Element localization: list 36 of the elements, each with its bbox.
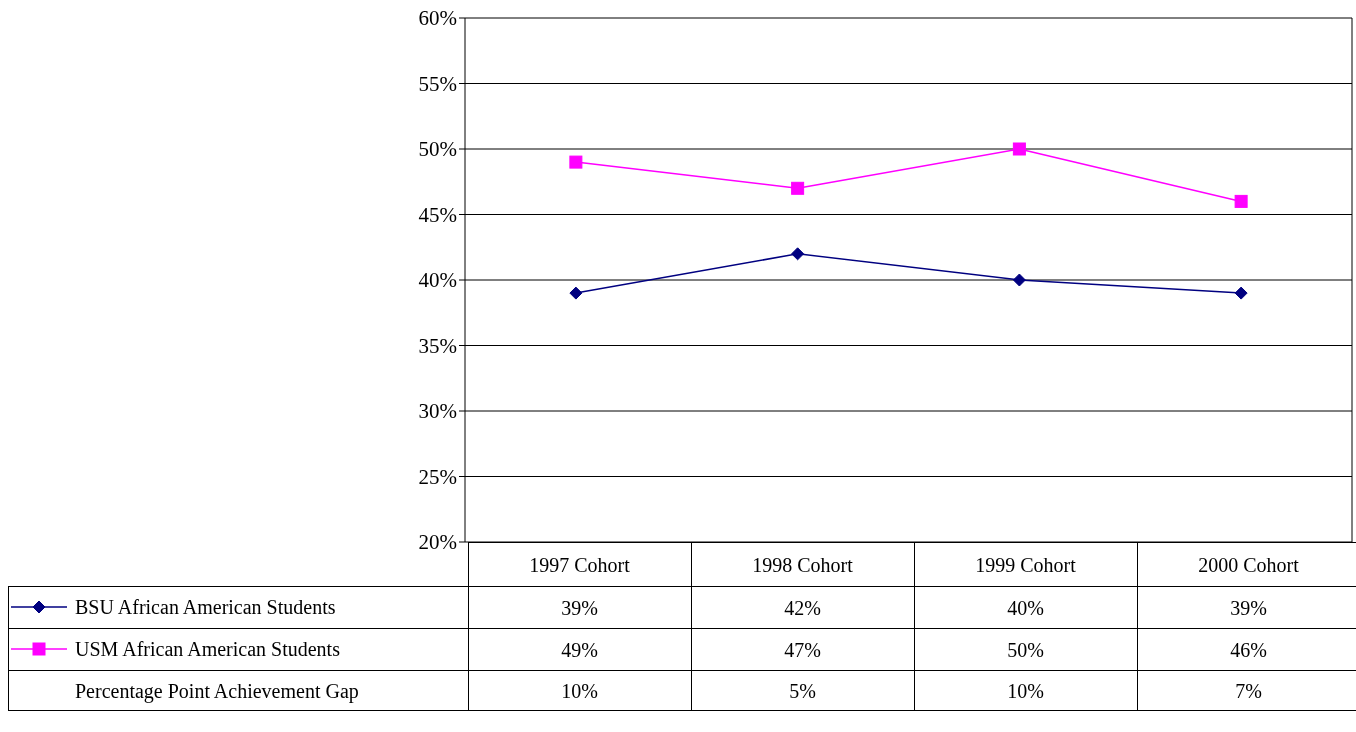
x-tick-label: 1999 Cohort (914, 542, 1137, 587)
data-label: 47% (691, 628, 914, 671)
data-label: 46% (1137, 628, 1356, 671)
point (1012, 142, 1026, 156)
point (791, 247, 805, 261)
y-tick-label: 20% (418, 530, 457, 555)
point (1012, 273, 1026, 287)
data-label: 42% (691, 586, 914, 629)
text: Percentage Point Achievement Gap (8, 670, 468, 711)
point (569, 155, 583, 169)
y-tick-label: 35% (418, 333, 457, 358)
y-tick-label: 55% (418, 71, 457, 96)
text: 10% (468, 670, 691, 711)
y-tick-label: 25% (418, 464, 457, 489)
y-tick-label: 60% (418, 6, 457, 31)
data-label: 39% (1137, 586, 1356, 629)
point (1234, 286, 1248, 300)
data-label: 39% (468, 586, 691, 629)
x-tick-label: 1997 Cohort (468, 542, 691, 587)
y-tick-label: 50% (418, 137, 457, 162)
y-tick-label: 45% (418, 202, 457, 227)
data-label: 40% (914, 586, 1137, 629)
x-tick-label: 1998 Cohort (691, 542, 914, 587)
data-label: 49% (468, 628, 691, 671)
text: 7% (1137, 670, 1356, 711)
legend-label: USM African American Students (75, 638, 340, 660)
text: 10% (914, 670, 1137, 711)
point (569, 286, 583, 300)
point (1234, 194, 1248, 208)
point (791, 181, 805, 195)
legend-label: BSU African American Students (75, 596, 336, 618)
data-label: 50% (914, 628, 1137, 671)
x-tick-label: 2000 Cohort (1137, 542, 1356, 587)
text: 5% (691, 670, 914, 711)
y-tick-label: 30% (418, 399, 457, 424)
y-tick-label: 40% (418, 268, 457, 293)
